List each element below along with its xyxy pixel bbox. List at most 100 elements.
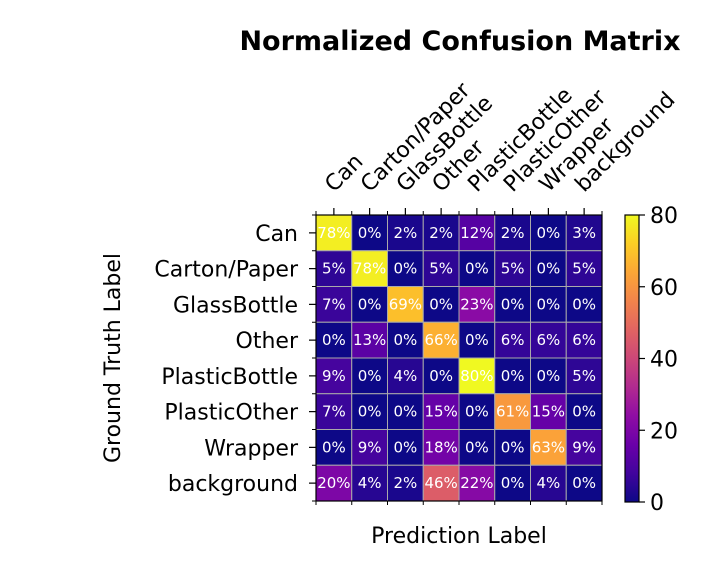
y-tick-labels: Can Carton/Paper GlassBottle Other PlasticBo…	[154, 222, 299, 497]
matrix-cell	[422, 250, 460, 287]
cell-value-label: 0%	[465, 403, 489, 421]
matrix-cell	[565, 429, 603, 466]
matrix-cell	[530, 286, 567, 323]
cell-value-label: 0%	[501, 295, 525, 313]
cell-value-label: 0%	[501, 367, 525, 385]
cell-value-label: 0%	[358, 403, 382, 421]
matrix-cell	[387, 250, 424, 287]
matrix-cell	[351, 214, 388, 252]
cell-value-label: 6%	[501, 331, 525, 349]
cell-value-label: 46%	[424, 474, 457, 492]
y-tick-label: Can	[255, 222, 298, 247]
matrix-cell	[458, 429, 496, 466]
matrix-cell	[530, 464, 567, 502]
cell-value-label: 69%	[389, 295, 422, 313]
matrix-cell	[565, 250, 603, 287]
cell-value-label: 0%	[358, 224, 382, 242]
cell-value-label: 5%	[501, 260, 525, 278]
matrix-cell	[458, 321, 496, 359]
cell-value-label: 2%	[393, 224, 417, 242]
matrix-cells	[315, 214, 603, 502]
colorbar-tick-label: 20	[650, 419, 678, 444]
cell-value-label: 5%	[429, 260, 453, 278]
cell-value-label: 2%	[393, 474, 417, 492]
matrix-cell	[494, 214, 531, 252]
y-tick-label: PlasticOther	[164, 401, 299, 426]
cell-value-label: 0%	[572, 403, 596, 421]
matrix-cell	[351, 321, 388, 359]
matrix-cell	[458, 214, 496, 252]
matrix-cell	[530, 321, 567, 359]
cell-value-label: 0%	[465, 438, 489, 456]
cell-value-label: 0%	[536, 224, 560, 242]
cell-value-label: 6%	[572, 331, 596, 349]
cell-value-label: 5%	[572, 367, 596, 385]
cell-value-label: 0%	[465, 331, 489, 349]
cell-value-label: 5%	[322, 260, 346, 278]
colorbar-tick-label: 0	[650, 491, 664, 516]
cell-value-label: 6%	[536, 331, 560, 349]
x-tick-labels: CanCarton/PaperGlassBottleOtherPlasticBo…	[320, 77, 680, 197]
colorbar-ticks: 0 20 40 60 80	[639, 204, 678, 516]
matrix-cell	[494, 429, 531, 466]
matrix-cell	[351, 429, 388, 466]
colorbar-tick-label: 60	[650, 276, 678, 301]
matrix-cell	[565, 357, 603, 395]
cell-value-label: 0%	[358, 367, 382, 385]
matrix-cell-labels: 78% 0% 2% 2% 12% 2% 0% 3% 5% 78% 0% 5% 0% 5% 0% 5% 7% 0% 6…	[317, 224, 596, 492]
cell-value-label: 0%	[393, 331, 417, 349]
cell-value-label: 0%	[322, 438, 346, 456]
cell-value-label: 9%	[572, 438, 596, 456]
cell-value-label: 0%	[429, 367, 453, 385]
matrix-cell	[315, 429, 353, 466]
y-tick-label: Carton/Paper	[154, 258, 299, 283]
cell-value-label: 78%	[353, 260, 386, 278]
cell-value-label: 0%	[501, 474, 525, 492]
cell-value-label: 7%	[322, 403, 346, 421]
x-axis-label: Prediction Label	[371, 524, 547, 549]
cell-value-label: 0%	[322, 331, 346, 349]
matrix-cell	[458, 286, 496, 323]
matrix-cell	[565, 393, 603, 430]
cell-value-label: 22%	[460, 474, 493, 492]
cell-value-label: 4%	[536, 474, 560, 492]
cell-value-label: 5%	[572, 260, 596, 278]
cell-value-label: 3%	[572, 224, 596, 242]
cell-value-label: 0%	[393, 260, 417, 278]
cell-value-label: 0%	[465, 260, 489, 278]
cell-value-label: 0%	[393, 438, 417, 456]
cell-value-label: 9%	[358, 438, 382, 456]
cell-value-label: 61%	[496, 403, 529, 421]
colorbar	[624, 214, 640, 503]
cell-value-label: 63%	[532, 438, 565, 456]
matrix-frame	[315, 214, 603, 502]
matrix-cell	[422, 286, 460, 323]
matrix-cell	[315, 250, 353, 287]
cell-value-label: 15%	[424, 403, 457, 421]
matrix-cell	[315, 357, 353, 395]
matrix-cell	[422, 393, 460, 430]
cell-value-label: 0%	[501, 438, 525, 456]
colorbar-tick-label: 40	[650, 348, 678, 373]
cell-value-label: 80%	[460, 367, 493, 385]
cell-value-label: 0%	[536, 295, 560, 313]
cell-value-label: 13%	[353, 331, 386, 349]
cell-value-label: 23%	[460, 295, 493, 313]
cell-value-label: 0%	[572, 295, 596, 313]
matrix-cell	[458, 393, 496, 430]
matrix-cell	[422, 464, 460, 502]
cell-value-label: 7%	[322, 295, 346, 313]
cell-value-label: 4%	[393, 367, 417, 385]
matrix-cell	[351, 393, 388, 430]
colorbar-tick-label: 80	[650, 204, 678, 229]
matrix-cell	[422, 429, 460, 466]
cell-value-label: 66%	[424, 331, 457, 349]
matrix-cell	[494, 393, 531, 430]
matrix-cell	[315, 393, 353, 430]
cell-value-label: 4%	[358, 474, 382, 492]
cell-value-label: 0%	[536, 260, 560, 278]
matrix-cell	[351, 286, 388, 323]
y-tick-label: background	[168, 472, 298, 497]
chart-title: Normalized Confusion Matrix	[239, 26, 680, 57]
